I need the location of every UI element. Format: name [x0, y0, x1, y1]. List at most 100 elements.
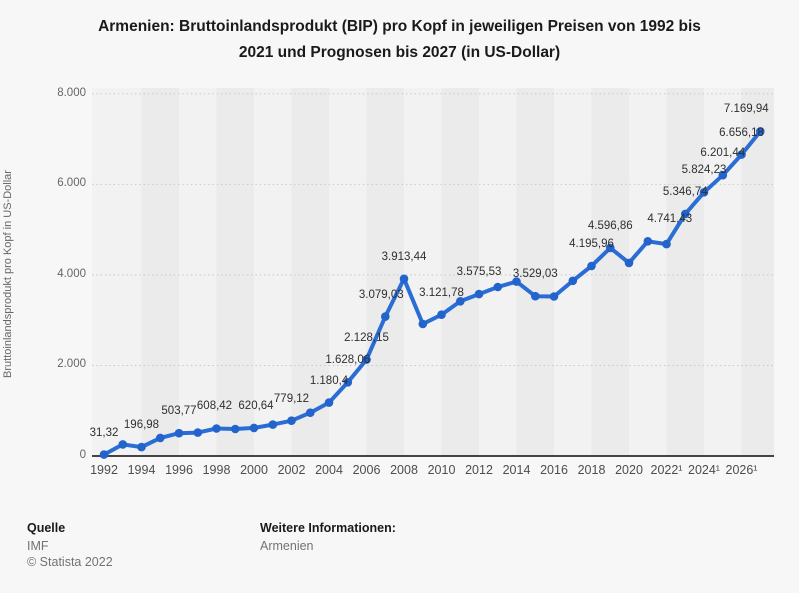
x-tick-label: 2016: [540, 463, 568, 477]
x-tick-label: 2012: [465, 463, 493, 477]
data-point[interactable]: [662, 239, 671, 249]
x-tick-label: 2004: [315, 463, 343, 477]
plot-background-band: [516, 88, 554, 456]
data-point-label: 196,98: [123, 419, 160, 432]
source-value[interactable]: IMF: [27, 539, 49, 553]
data-point[interactable]: [718, 170, 728, 180]
data-point[interactable]: [512, 277, 521, 286]
data-point-label: 1.180,4: [309, 374, 349, 387]
copyright: © Statista 2022: [27, 555, 113, 569]
data-point-label: 4.195,96: [569, 238, 614, 251]
data-point[interactable]: [681, 209, 690, 219]
plot-background-band: [741, 88, 774, 456]
data-point[interactable]: [174, 428, 184, 438]
data-point-label: 31,32: [89, 426, 119, 439]
data-point[interactable]: [606, 243, 615, 253]
data-point-label: 3.079,03: [358, 288, 404, 301]
chart-title: Armenien: Bruttoinlandsprodukt (BIP) pro…: [0, 14, 799, 66]
data-point[interactable]: [324, 398, 334, 407]
x-tick-label: 1998: [202, 463, 231, 477]
data-point[interactable]: [756, 127, 765, 136]
data-point-label: 7.169,94: [723, 103, 769, 116]
plot-background-band: [591, 88, 629, 456]
data-point[interactable]: [287, 416, 296, 426]
data-point-label: 779,12: [273, 392, 310, 405]
plot-background: [92, 88, 774, 456]
x-tick-label: 2008: [390, 463, 418, 477]
data-point-label: 6.656,18: [719, 126, 764, 139]
data-point-label: 620,64: [238, 399, 274, 412]
data-point-label: 2.128,15: [344, 331, 389, 344]
y-tick-label: 2.000: [57, 358, 86, 371]
data-point[interactable]: [362, 355, 371, 364]
x-tick-label: 2002: [277, 463, 306, 477]
data-point-label: 4.596,86: [587, 219, 633, 232]
data-point[interactable]: [587, 261, 596, 271]
x-tick-label: 2018: [577, 463, 606, 477]
source-label: Quelle: [27, 521, 66, 535]
footer-source-block: Quelle IMF © Statista 2022: [27, 521, 113, 570]
x-tick-label: 2000: [240, 463, 268, 477]
plot-background-band: [291, 88, 329, 456]
data-point[interactable]: [531, 291, 540, 301]
data-point[interactable]: [212, 424, 221, 433]
chart-title-line2: 2021 und Prognosen bis 2027 (in US-Dolla…: [238, 44, 561, 61]
data-point[interactable]: [399, 274, 409, 284]
data-point-label: 1.628,06: [325, 354, 371, 367]
data-point[interactable]: [624, 258, 634, 268]
data-point[interactable]: [418, 319, 428, 329]
plot-background-band: [441, 88, 479, 456]
data-point[interactable]: [474, 289, 484, 299]
data-point-label: 503,77: [161, 405, 197, 418]
y-tick-label: 8.000: [57, 86, 86, 99]
chart-title-line1: Armenien: Bruttoinlandsprodukt (BIP) pro…: [98, 18, 701, 35]
data-point-label: 3.121,78: [419, 286, 464, 299]
data-point[interactable]: [643, 237, 653, 246]
y-tick-label: 6.000: [57, 177, 86, 190]
data-point[interactable]: [549, 292, 559, 301]
data-point[interactable]: [231, 424, 240, 434]
data-point[interactable]: [568, 276, 578, 286]
y-axis-title: Bruttoinlandsprodukt pro Kopf in US-Doll…: [2, 170, 14, 378]
plot-background-band: [141, 88, 179, 456]
y-tick-label: 4.000: [57, 267, 86, 280]
plot-background-band: [216, 88, 254, 456]
data-point-label: 3.529,03: [512, 268, 558, 281]
data-point-label: 5.346,74: [662, 185, 708, 198]
data-point[interactable]: [268, 420, 278, 429]
data-point-label: 6.201,44: [700, 147, 746, 160]
data-point-label: 5.824,23: [681, 164, 727, 177]
data-point[interactable]: [137, 442, 146, 452]
data-point[interactable]: [156, 433, 165, 443]
data-point[interactable]: [381, 312, 390, 321]
plot-background-band: [666, 88, 704, 456]
x-tick-label: 2022¹: [650, 463, 683, 477]
data-point[interactable]: [193, 428, 203, 437]
footer-info-block: Weitere Informationen: Armenien: [260, 521, 396, 554]
data-point[interactable]: [249, 423, 259, 433]
x-tick-label: 2010: [427, 463, 456, 477]
x-tick-label: 1994: [127, 463, 156, 477]
data-point-label: 3.913,44: [381, 250, 427, 263]
info-label: Weitere Informationen:: [260, 521, 396, 535]
data-point[interactable]: [99, 450, 109, 459]
data-point[interactable]: [343, 378, 353, 387]
y-tick-label: 0: [79, 449, 86, 461]
data-point[interactable]: [118, 440, 128, 449]
x-tick-label: 2006: [352, 463, 381, 477]
data-point[interactable]: [737, 150, 746, 159]
x-tick-label: 2014: [502, 463, 531, 477]
data-point[interactable]: [456, 297, 465, 306]
x-tick-label: 2026¹: [725, 463, 758, 477]
x-tick-label: 1996: [165, 463, 193, 477]
data-point[interactable]: [493, 282, 503, 292]
data-point[interactable]: [306, 408, 315, 418]
data-point[interactable]: [699, 188, 709, 197]
x-tick-label: 2020: [615, 463, 643, 477]
info-link[interactable]: Armenien: [260, 539, 314, 553]
data-point[interactable]: [437, 310, 446, 320]
plot-background-band: [366, 88, 404, 456]
x-tick-label: 2024¹: [688, 463, 720, 477]
data-point-label: 4.741,43: [647, 213, 693, 226]
